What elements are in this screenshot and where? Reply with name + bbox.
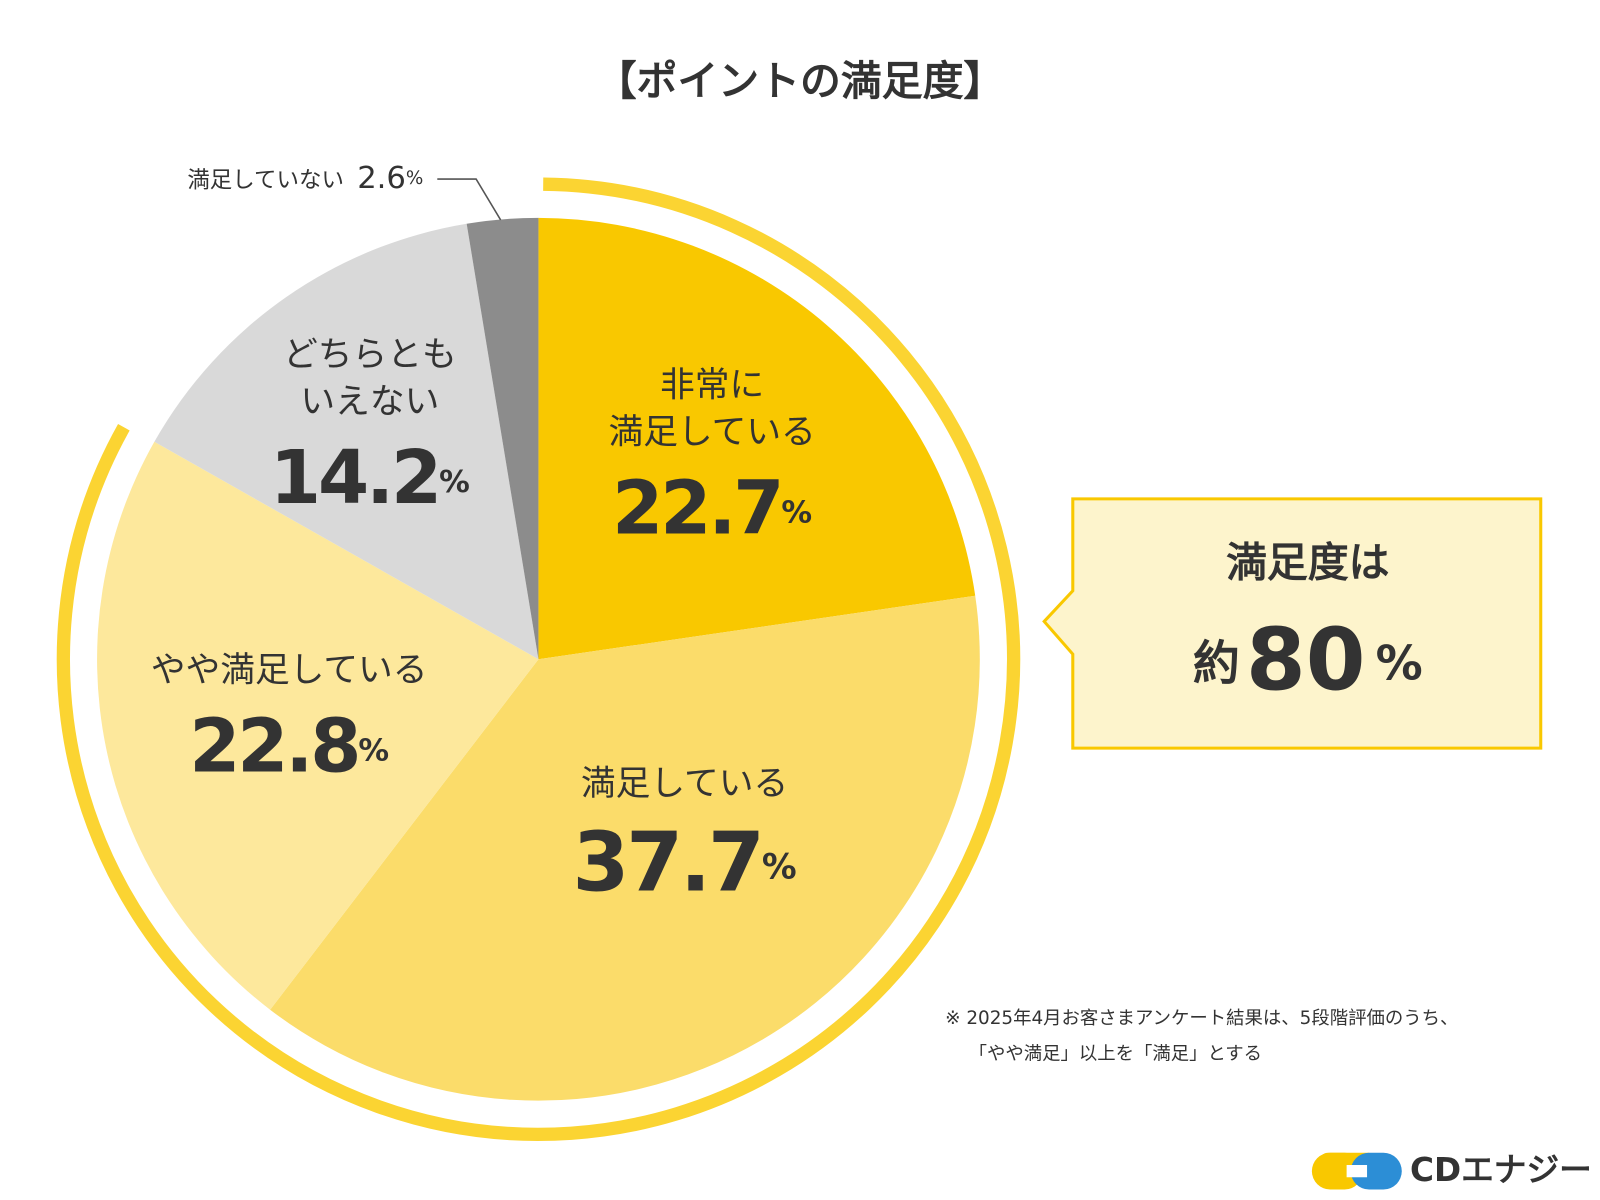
value-label: 2.6% bbox=[357, 161, 423, 196]
footnote: ※ 2025年4月お客さまアンケート結果は、5段階評価のうち、 bbox=[945, 1008, 1458, 1029]
callout-box bbox=[1042, 497, 1543, 750]
chart-title: 【ポイントの満足度】 bbox=[596, 57, 1005, 105]
pie-slice bbox=[538, 217, 976, 660]
value-label: 22.7% bbox=[612, 467, 812, 552]
pie-slice bbox=[97, 441, 539, 1010]
logo: CDエナジー bbox=[1311, 1151, 1592, 1190]
callout-text: 満足度は bbox=[1226, 538, 1389, 586]
leader-line bbox=[437, 178, 502, 221]
footnote: 「やや満足」以上を「満足」とする bbox=[969, 1044, 1262, 1065]
pie-slice bbox=[466, 217, 539, 660]
highlight-arc bbox=[56, 177, 1021, 1141]
slice-label: どちらともいえない bbox=[283, 335, 457, 422]
logo-mark bbox=[1311, 1152, 1363, 1190]
pie-slice bbox=[154, 223, 539, 660]
callout-value: 約80% bbox=[1193, 611, 1423, 711]
callout bbox=[1042, 497, 1543, 750]
logo-mark bbox=[1346, 1165, 1368, 1178]
slice-label: やや満足している bbox=[151, 651, 428, 691]
logo-mark bbox=[1350, 1152, 1402, 1190]
slice-label: 満足している bbox=[581, 764, 788, 804]
value-label: 37.7% bbox=[572, 816, 796, 911]
slice-label: 非常に満足している bbox=[608, 365, 815, 452]
logo-text: CDエナジー bbox=[1410, 1151, 1592, 1189]
pie-slice bbox=[270, 595, 980, 1101]
slice-label: 満足していない bbox=[187, 168, 344, 194]
value-label: 22.8% bbox=[189, 705, 389, 790]
value-label: 14.2% bbox=[270, 436, 470, 521]
